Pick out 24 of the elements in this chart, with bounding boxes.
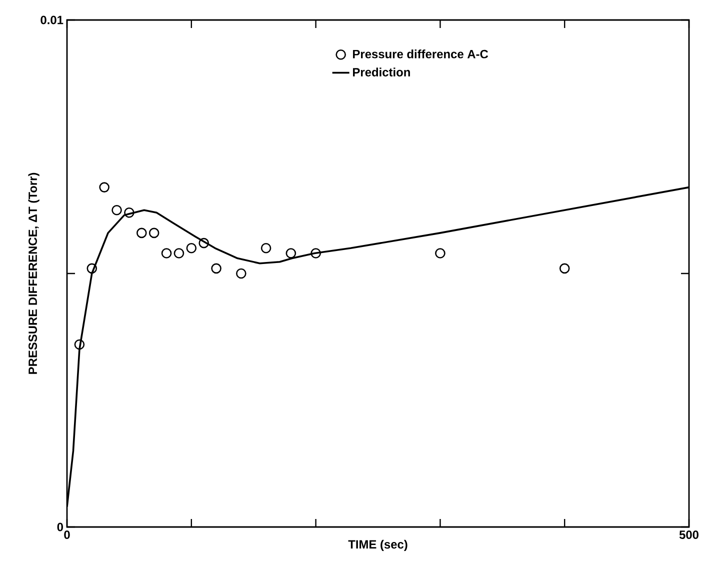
y-axis-title: PRESSURE DIFFERENCE, ΔT (Torr) bbox=[28, 172, 40, 374]
point bbox=[124, 208, 134, 218]
point bbox=[86, 263, 98, 274]
point bbox=[174, 248, 184, 258]
point bbox=[74, 339, 85, 350]
legend-label: Prediction bbox=[353, 68, 410, 76]
point bbox=[559, 263, 570, 274]
point bbox=[435, 248, 446, 258]
point bbox=[136, 228, 147, 238]
point bbox=[310, 248, 321, 258]
x-axis-title: TIME (sec) bbox=[348, 540, 408, 551]
point bbox=[161, 248, 172, 258]
point bbox=[236, 268, 246, 279]
point bbox=[99, 182, 110, 192]
legend-label: Pressure difference A-C bbox=[353, 50, 488, 58]
point bbox=[186, 242, 197, 254]
point bbox=[112, 204, 122, 216]
point bbox=[198, 238, 209, 248]
point bbox=[260, 242, 272, 254]
y-tick-label: 0.01 bbox=[40, 16, 64, 24]
point bbox=[286, 248, 296, 258]
point bbox=[211, 263, 222, 274]
x-tick-label: 500 bbox=[679, 530, 698, 539]
point bbox=[148, 228, 160, 238]
